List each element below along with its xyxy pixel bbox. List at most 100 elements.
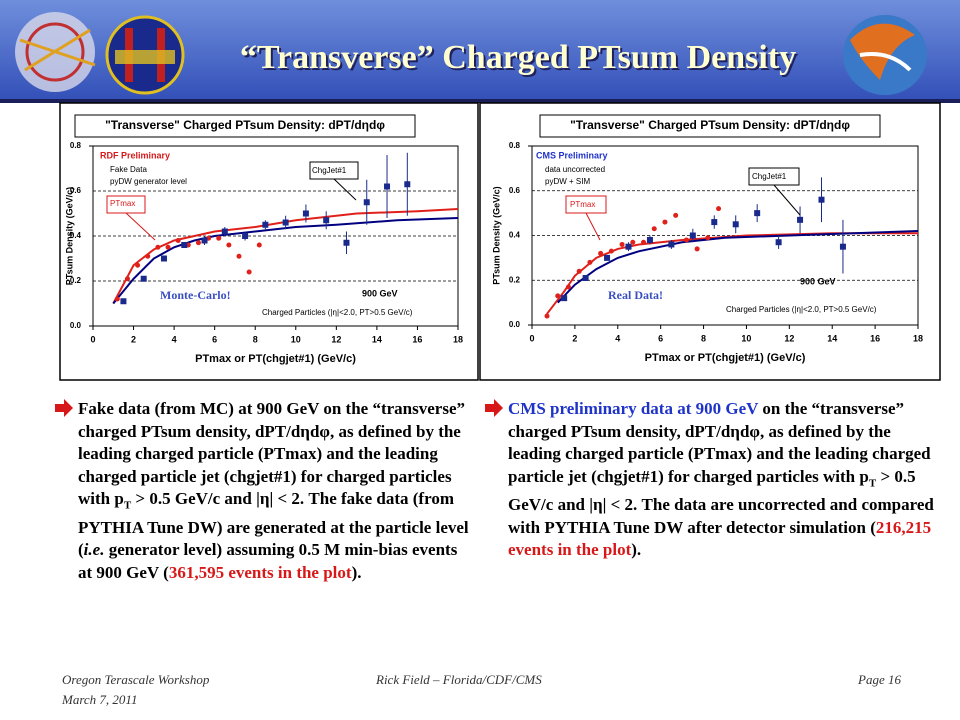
- data-point: [124, 276, 130, 282]
- text: 361,595 events in the plot: [168, 562, 352, 582]
- chart-title: "Transverse" Charged PTsum Density: dPT/…: [105, 118, 385, 132]
- annotation: Charged Particles (|η|<2.0, PT>0.5 GeV/c…: [262, 308, 413, 317]
- data-point: [619, 241, 625, 247]
- data-point: [145, 253, 151, 259]
- florida-logo: [843, 15, 927, 95]
- annotation: pyDW + SIM: [545, 177, 590, 186]
- data-point: [732, 221, 739, 228]
- text: CMS preliminary data at 900 GeV: [508, 399, 759, 418]
- annotation: PTmax: [570, 200, 595, 209]
- x-tick-label: 8: [253, 334, 258, 344]
- annotation: Monte-Carlo!: [160, 288, 231, 302]
- data-point: [716, 206, 722, 212]
- data-point: [302, 210, 309, 217]
- data-point: [668, 241, 675, 248]
- text: i.e.: [83, 540, 105, 560]
- paragraph: Fake data (from MC) at 900 GeV on the “t…: [78, 398, 470, 584]
- text: 216,215 events in the plot: [508, 517, 932, 560]
- data-point: [694, 246, 700, 252]
- pointer: [333, 178, 357, 201]
- data-point: [236, 253, 242, 259]
- subscript: T: [123, 499, 132, 512]
- annotation: CMS Preliminary: [536, 150, 608, 160]
- bullet-arrow: [485, 399, 503, 417]
- data-point: [839, 243, 846, 250]
- data-point: [651, 226, 657, 232]
- x-tick-label: 6: [658, 333, 663, 343]
- data-point: [673, 212, 679, 218]
- text: ).: [351, 562, 362, 582]
- data-point: [818, 196, 825, 203]
- y-tick-label: 0.8: [509, 141, 521, 150]
- data-point: [135, 262, 141, 268]
- data-point: [641, 239, 647, 245]
- data-point: [120, 298, 127, 305]
- data-point: [561, 295, 568, 302]
- y-tick-label: 0.8: [70, 141, 82, 150]
- y-tick-label: 0.4: [509, 231, 521, 240]
- label-box: [565, 195, 607, 214]
- x-tick-label: 0: [90, 334, 95, 344]
- data-point: [262, 221, 269, 228]
- annotation: data uncorrected: [545, 165, 605, 174]
- y-tick-label: 0.0: [509, 320, 521, 329]
- footer-text: Page 16: [858, 672, 901, 687]
- plot-frame: [92, 145, 459, 327]
- cdf-logo: [105, 15, 185, 95]
- annotation: RDF Preliminary: [100, 150, 170, 160]
- data-point: [343, 239, 350, 246]
- data-point: [282, 219, 289, 226]
- y-tick-label: 0.6: [509, 186, 521, 195]
- x-tick-label: 12: [784, 333, 794, 343]
- data-point: [181, 242, 188, 248]
- x-tick-label: 4: [615, 333, 620, 343]
- data-point: [775, 239, 782, 246]
- x-tick-label: 16: [870, 333, 880, 343]
- annotation: 900 GeV: [362, 288, 398, 298]
- annotation: ChgJet#1: [312, 166, 347, 175]
- x-tick-label: 8: [701, 333, 706, 343]
- x-tick-label: 10: [741, 333, 751, 343]
- data-point: [195, 240, 201, 246]
- data-point: [754, 210, 761, 217]
- x-tick-label: 0: [529, 333, 534, 343]
- title-box: [539, 114, 881, 138]
- footer-text: March 7, 2011: [62, 692, 138, 707]
- data-point: [404, 181, 411, 188]
- pointer: [773, 184, 801, 216]
- data-point: [175, 238, 181, 243]
- annotation: 900 GeV: [800, 276, 836, 286]
- data-point: [705, 235, 711, 241]
- data-point: [683, 237, 689, 243]
- x-tick-label: 12: [331, 334, 341, 344]
- data-point: [689, 232, 696, 239]
- text: > 0.5 GeV/c and |η| < 2. The data are un…: [508, 466, 934, 537]
- data-point: [797, 216, 804, 223]
- data-point: [555, 293, 561, 299]
- data-point: [201, 237, 208, 244]
- data-point: [608, 248, 614, 254]
- data-point: [165, 244, 171, 250]
- y-axis-label: PTsum Density (GeV/c): [491, 186, 501, 284]
- data-point: [598, 250, 604, 256]
- pointer: [125, 212, 156, 241]
- data-point: [363, 199, 370, 206]
- y-tick-label: 0.4: [70, 231, 82, 240]
- annotation: Real Data!: [608, 288, 663, 302]
- curve: [112, 217, 459, 305]
- data-point: [246, 269, 252, 275]
- annotation: Fake Data: [110, 165, 147, 174]
- pointer: [585, 212, 601, 241]
- data-point: [576, 268, 582, 274]
- annotation: Charged Particles (|η|<2.0, PT>0.5 GeV/c…: [726, 305, 877, 314]
- slide-title: “Transverse” Charged PTsum Density: [240, 39, 796, 76]
- x-tick-label: 6: [212, 334, 217, 344]
- x-axis-label: PTmax or PT(chgjet#1) (GeV/c): [645, 352, 806, 364]
- x-tick-label: 14: [827, 333, 837, 343]
- y-tick-label: 0.2: [70, 276, 82, 285]
- data-point: [662, 219, 668, 225]
- text: > 0.5 GeV/c and |η| < 2. The fake data (…: [78, 489, 469, 560]
- chart-title: "Transverse" Charged PTsum Density: dPT/…: [570, 118, 850, 132]
- x-tick-label: 18: [453, 334, 463, 344]
